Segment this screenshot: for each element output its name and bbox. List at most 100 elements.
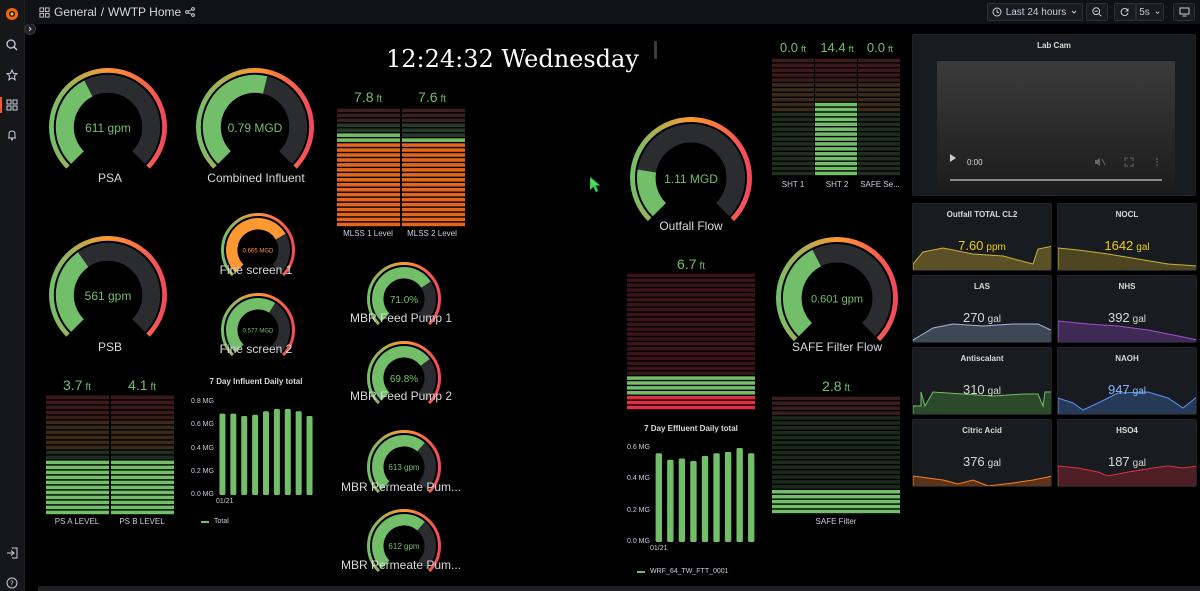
gauge-value-arc xyxy=(636,169,667,217)
outfall-total-cl2-stat-panel: Outfall TOTAL CL2 7.60 ppm xyxy=(912,203,1052,271)
level-segment xyxy=(46,490,109,495)
bell-icon[interactable] xyxy=(4,127,20,143)
level-segment xyxy=(627,405,755,410)
level-number: 2.8 xyxy=(822,378,842,394)
fine1-gauge: 0.665 MGD xyxy=(221,213,295,277)
gauge-value-arc xyxy=(55,80,93,164)
gauge-value-text: 0.601 gpm xyxy=(811,293,863,305)
sparkline xyxy=(913,323,1051,342)
level-segment xyxy=(772,509,900,514)
star-icon[interactable] xyxy=(4,67,20,83)
safe-filter-flow-gauge-label: SAFE Filter Flow xyxy=(791,340,882,354)
grafana-logo-icon[interactable] xyxy=(4,6,20,22)
chart-bar xyxy=(655,453,662,542)
level-segment xyxy=(815,112,857,117)
breadcrumb: General / WWTP Home xyxy=(39,5,196,19)
level-segment xyxy=(858,142,900,146)
sparkline-area xyxy=(913,391,1051,414)
chart-bar xyxy=(284,408,291,495)
level-segment xyxy=(111,455,174,460)
stat-unit: gal xyxy=(1132,386,1147,397)
zoom-out-button[interactable] xyxy=(1086,3,1108,21)
dashboards-icon xyxy=(39,6,50,18)
level-segment xyxy=(815,63,857,68)
share-icon[interactable] xyxy=(185,7,196,17)
level-segment xyxy=(402,178,465,182)
level-segment xyxy=(772,445,900,450)
x-tick-label: 01/21 xyxy=(216,498,234,505)
horizontal-scrollbar[interactable] xyxy=(38,586,1200,591)
mouse-cursor-icon xyxy=(590,177,601,193)
sidebar: ? xyxy=(0,0,25,591)
chart-bar xyxy=(667,459,674,542)
gauge-threshold-band xyxy=(367,262,441,326)
stat-title: NOCL xyxy=(1115,210,1139,219)
level-segment xyxy=(46,470,109,475)
level-segment xyxy=(815,107,857,112)
dashboard-title[interactable]: WWTP Home xyxy=(108,5,182,19)
level-segment xyxy=(627,381,755,385)
level-segment xyxy=(111,425,174,430)
level-segment xyxy=(627,307,755,312)
refresh-interval-picker[interactable]: 5s xyxy=(1136,3,1164,21)
mbr-perm1-gauge: 613 gpm xyxy=(367,430,441,494)
breadcrumb-folder[interactable]: General xyxy=(54,5,97,19)
stat-unit: gal xyxy=(1136,242,1150,253)
level-segment xyxy=(337,148,400,152)
level-segment xyxy=(858,152,900,156)
level-segment xyxy=(627,356,755,361)
legend-label: Total xyxy=(214,518,229,525)
nhs-stat-panel: NHS 392 gal xyxy=(1057,275,1197,343)
chevron-down-icon xyxy=(1155,10,1160,14)
level-segment xyxy=(402,113,465,118)
stat-value: 392 gal xyxy=(1058,310,1196,325)
level-segment xyxy=(337,187,400,192)
effluent-chart-legend[interactable]: WRF_64_TW_FTT_0001 xyxy=(637,568,729,575)
level-segment xyxy=(46,415,109,420)
level-segment xyxy=(772,396,900,401)
level-segment xyxy=(46,440,109,445)
level-segment xyxy=(46,445,109,450)
level-segment xyxy=(772,102,814,107)
lab-cam-video[interactable]: 0:00 xyxy=(937,61,1175,191)
stat-title: NAOH xyxy=(1115,354,1139,363)
chart-bar xyxy=(748,453,755,542)
level-segment xyxy=(111,405,174,410)
level-segment xyxy=(772,117,814,122)
level-segment xyxy=(858,63,900,68)
mlss2-level-value: 7.6 ft xyxy=(392,89,472,105)
tv-mode-button[interactable] xyxy=(1173,3,1195,21)
safe-filter-level-bar xyxy=(772,396,900,514)
level-segment xyxy=(111,510,174,515)
refresh-button[interactable] xyxy=(1114,3,1136,21)
panel-resize-handle[interactable] xyxy=(654,41,657,59)
level-unit: ft xyxy=(699,261,705,272)
sparkline xyxy=(913,245,1051,270)
influent-chart-legend[interactable]: Total xyxy=(201,518,229,525)
lab-cam-panel: Lab Cam 0:00 xyxy=(912,34,1196,196)
level-segment xyxy=(627,293,755,297)
stat-value: 376 gal xyxy=(913,454,1051,469)
dashboards-icon[interactable] xyxy=(4,97,20,113)
stat-value: 7.60 ppm xyxy=(913,238,1051,253)
mbr-perm2-gauge: 612 gpm xyxy=(367,509,441,573)
level-segment xyxy=(815,73,857,77)
level-number: 7.8 xyxy=(354,89,374,105)
level-unit: ft xyxy=(888,44,894,54)
las-stat-panel: LAS 270 gal xyxy=(912,275,1052,343)
help-icon[interactable]: ? xyxy=(4,575,20,591)
time-range-picker[interactable]: Last 24 hours xyxy=(987,3,1083,21)
sign-in-icon[interactable] xyxy=(4,545,20,561)
level-segment xyxy=(337,113,400,118)
gauge-threshold-band xyxy=(776,237,898,342)
hso4-stat-panel: HSO4 187 gal xyxy=(1057,419,1197,487)
level-segment xyxy=(815,152,857,156)
chart-bar xyxy=(724,451,732,542)
sidebar-expand-button[interactable] xyxy=(24,23,36,35)
sparkline-area xyxy=(1058,320,1196,342)
level-segment xyxy=(627,395,755,400)
level-segment xyxy=(111,395,174,400)
search-icon[interactable] xyxy=(4,37,20,53)
stat-number: 7.60 xyxy=(958,238,984,253)
level-segment xyxy=(111,480,174,485)
